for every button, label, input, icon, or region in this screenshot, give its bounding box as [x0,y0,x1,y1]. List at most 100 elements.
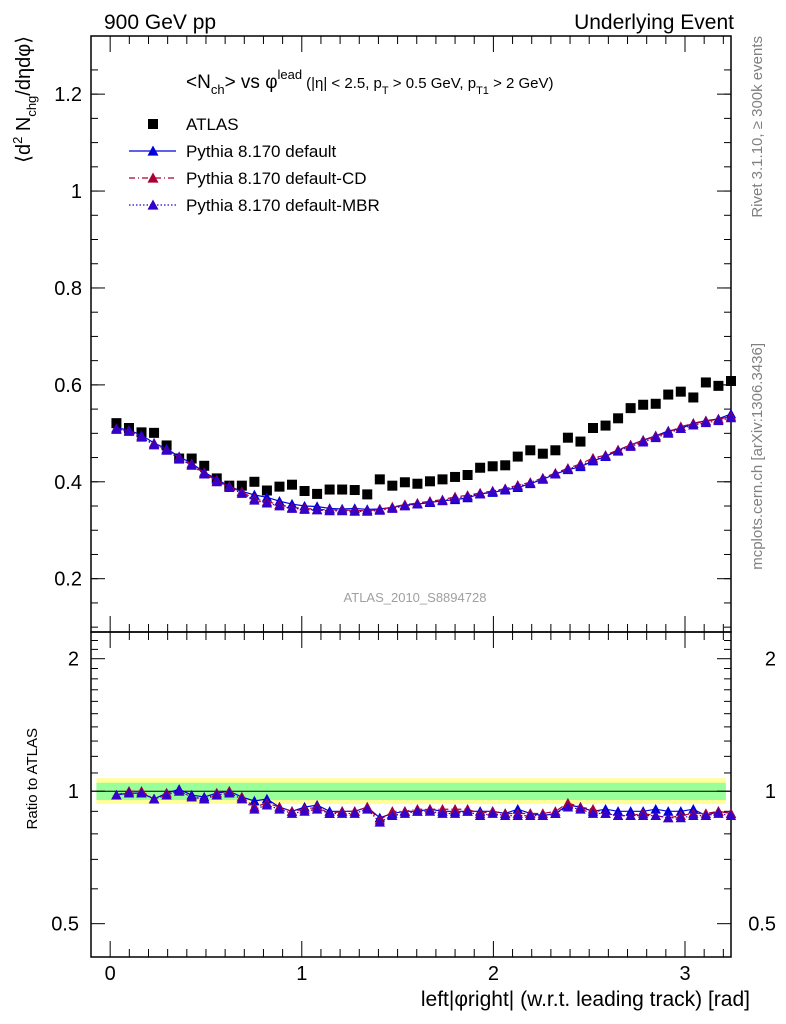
ratio-mbr-point [261,799,273,810]
legend-default-marker [147,145,159,156]
main-data-point [349,485,360,496]
main-mbr-point [362,506,373,516]
ratio-mbr-point [424,806,436,816]
main-data-point [249,476,260,487]
main-mbr-point [700,417,712,428]
ratio-mbr-point [286,808,298,818]
main-mbr-point [324,505,335,516]
main-mbr-point [186,460,197,470]
main-mbr-point [286,503,298,513]
ratio-default-point [249,795,260,806]
main-mbr-point [424,496,436,507]
legend: ATLAS Pythia 8.170 default Pythia 8.170 de… [129,115,380,215]
main-mbr-point [311,504,323,515]
main-data-point [575,436,586,447]
main-mbr-point [625,441,636,451]
ratio-mbr-point [663,812,674,823]
main-mbr-point [349,506,360,516]
main-mbr-point [462,491,473,501]
ratio-mbr-point [600,808,611,818]
main-data-point [399,477,410,488]
main-data-point [688,392,699,403]
main-mbr-point [637,436,649,447]
mcplots-label: mcplots.cern.ch [arXiv:1306.3436] [749,343,766,570]
ratio-mbr-point [224,787,235,798]
main-mbr-point [550,468,561,479]
main-mbr-point [249,495,260,505]
main-data-point [199,460,210,471]
ratio-y-tick-label-left: 2 [68,649,79,671]
ratio-mbr-point [462,806,473,816]
rivet-version-label: Rivet 3.1.10, ≥ 300k events [749,36,766,218]
main-mbr-point [512,480,523,491]
legend-label: Pythia 8.170 default-MBR [186,196,380,215]
main-mbr-point [437,495,448,506]
ratio-mbr-point [387,810,398,821]
main-y-tick-label: 0.6 [54,375,82,397]
ratio-mbr-point [111,789,122,800]
main-data-point [512,451,523,462]
ratio-mbr-point [199,793,210,804]
main-data-point [713,380,724,391]
main-mbr-point [173,453,185,463]
ratio-mbr-point [512,810,523,821]
main-mbr-point [236,488,248,498]
main-y-tick-label: 0.4 [54,472,82,494]
ratio-mbr-point [449,808,461,818]
x-tick-label: 3 [679,963,690,985]
ratio-mbr-point [587,808,599,818]
ratio-mbr-point [311,804,323,814]
main-cd-line [116,415,732,512]
ratio-mbr-point [537,810,549,821]
main-mbr-point [148,439,160,450]
main-mbr-point [562,463,574,474]
ratio-mbr-point [688,810,699,821]
main-data-point [613,413,624,424]
ratio-y-tick-label-right: 2 [765,649,776,671]
main-data-point [663,389,674,400]
ratio-mbr-point [336,808,348,818]
main-data-point [274,481,285,492]
ratio-mbr-point [637,810,649,821]
main-mbr-point [688,419,699,430]
main-mbr-point [537,473,549,484]
ratio-mbr-point [625,810,636,821]
main-data-point [625,403,636,414]
main-data-point [525,445,536,456]
ratio-mbr-point [487,808,498,818]
main-mbr-point [525,478,536,488]
ratio-y-tick-label-left: 1 [68,781,79,803]
main-mbr-point [336,505,348,516]
ratio-mbr-point [399,808,411,818]
main-mbr-point [299,504,310,514]
main-mbr-point [123,426,135,436]
legend-cd-marker [147,172,159,183]
main-y-axis-label: ⟨d2 Nchg/dηdφ⟩ [10,36,39,163]
main-y-tick-label: 1 [71,181,82,203]
ratio-mbr-point [249,804,260,814]
ratio-mbr-point [713,808,724,818]
ratio-mbr-point [274,804,285,814]
main-data-point [387,480,398,491]
ratio-mbr-point [148,793,160,804]
main-mbr-point [587,454,599,465]
ratio-mbr-point [186,791,197,802]
main-mbr-point [474,488,486,499]
main-mbr-point [161,445,172,455]
main-mbr-point [612,446,624,456]
main-mbr-point [449,493,461,503]
main-mbr-point [261,497,273,508]
ratio-mbr-point [136,787,147,798]
main-data-point [638,399,649,410]
ratio-mbr-point [299,806,310,816]
x-axis-label: left|φright| (w.r.t. leading track) [rad… [421,988,750,1011]
ratio-y-tick-label-left: 0.5 [51,914,79,936]
main-data-point [450,471,461,482]
ratio-mbr-point [173,785,185,796]
ratio-y-tick-label-right: 0.5 [748,914,776,936]
main-mbr-point [199,468,210,479]
ratio-y-tick-label-right: 1 [765,781,776,803]
main-data-point [562,432,573,443]
main-data-point [550,445,561,456]
